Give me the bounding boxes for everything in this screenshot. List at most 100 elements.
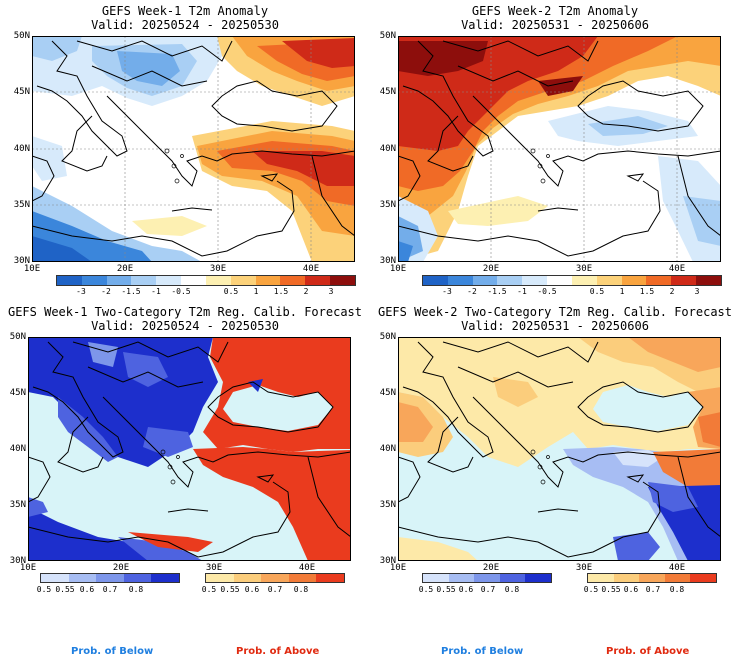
colorbar-tick: 0.5: [223, 287, 239, 296]
lon-label: 30E: [575, 563, 593, 573]
prob-above-label: Prob. of Above: [236, 646, 320, 657]
lat-label: 30N: [13, 256, 30, 266]
colorbar-tick: 0.55: [436, 585, 456, 594]
colorbar-tick: 1.5: [273, 287, 289, 296]
below-color-swatch: [68, 574, 97, 582]
colorbar-tick: -3: [442, 287, 452, 296]
colorbar-tick: -2: [101, 287, 111, 296]
anomaly-color-swatch: [522, 276, 548, 285]
colorbar-tick: 0.55: [55, 585, 75, 594]
colorbar-labels: -3 -2 -1.5 -1 -0.5 0.5 1 1.5 2 3: [422, 287, 722, 297]
anomaly-color-swatch: [81, 276, 107, 285]
colorbar-tick: 1: [619, 287, 625, 296]
below-color-swatch: [474, 574, 500, 582]
above-color-swatch: [664, 574, 691, 582]
below-color-swatch: [525, 574, 551, 582]
panel-valid-dates: Valid: 20250524 - 20250530: [91, 18, 279, 32]
colorbar-tick: -1.5: [121, 287, 141, 296]
above-colorbar: [587, 573, 717, 583]
colorbar-tick: 0.6: [79, 585, 95, 594]
anomaly-color-swatch: [131, 276, 157, 285]
below-colorbar-labels: 0.5 0.55 0.6 0.7 0.8: [37, 585, 180, 595]
colorbar-tick: -2: [467, 287, 477, 296]
above-color-swatch: [288, 574, 317, 582]
colorbar-tick: -1.5: [487, 287, 507, 296]
lat-label: 50N: [379, 332, 396, 342]
lon-label: 20E: [116, 264, 134, 274]
lon-label: 30E: [209, 264, 227, 274]
lon-label: 40E: [298, 563, 316, 573]
lat-label: 40N: [379, 444, 396, 454]
panel-week1-probability: GEFS Week-1 Two-Category T2m Reg. Calib.…: [0, 300, 370, 662]
lon-label: 10E: [19, 563, 37, 573]
anomaly-color-swatch: [621, 276, 647, 285]
colorbar-tick: 0.5: [583, 585, 599, 594]
anomaly-color-swatch: [696, 276, 721, 285]
lat-label: 35N: [13, 200, 30, 210]
anomaly-color-swatch: [230, 276, 256, 285]
below-color-swatch: [151, 574, 179, 582]
anomaly-color-swatch: [472, 276, 498, 285]
lat-label: 45N: [379, 87, 396, 97]
lon-label: 30E: [205, 563, 223, 573]
colorbar-tick: 0.8: [669, 585, 685, 594]
colorbar-tick: 0.6: [458, 585, 474, 594]
anomaly-color-swatch: [423, 276, 448, 285]
anomaly-color-swatch: [181, 276, 206, 285]
colorbar-tick: 0.5: [36, 585, 52, 594]
lat-label: 30N: [379, 256, 396, 266]
panel-title: GEFS Week-1 T2m Anomaly: [101, 4, 269, 18]
below-color-swatch: [123, 574, 152, 582]
lat-label: 50N: [9, 332, 26, 342]
above-color-swatch: [690, 574, 716, 582]
lat-label: 50N: [379, 31, 396, 41]
panel-week2-anomaly: GEFS Week-2 T2m Anomaly Valid: 20250531 …: [370, 0, 740, 300]
colorbar-tick: 1: [253, 287, 259, 296]
anomaly-color-swatch: [255, 276, 281, 285]
above-colorbar-labels: 0.5 0.55 0.6 0.7 0.8: [584, 585, 717, 595]
colorbar-tick: 0.5: [418, 585, 434, 594]
colorbar-tick: 0.7: [645, 585, 661, 594]
colorbar-tick: -0.5: [537, 287, 557, 296]
probability-map: [28, 337, 351, 561]
lat-label: 35N: [379, 200, 396, 210]
colorbar-labels: -3 -2 -1.5 -1 -0.5 0.5 1 1.5 2 3: [56, 287, 356, 297]
lat-label: 45N: [379, 388, 396, 398]
prob-below-label: Prob. of Below: [441, 646, 524, 657]
colorbar-tick: 0.5: [201, 585, 217, 594]
panel-title: GEFS Week-1 Two-Category T2m Reg. Calib.…: [7, 305, 362, 319]
colorbar-tick: 0.7: [102, 585, 118, 594]
colorbar-tick: 3: [328, 287, 334, 296]
lon-label: 20E: [482, 563, 500, 573]
colorbar-tick: 2: [669, 287, 675, 296]
anomaly-color-swatch: [305, 276, 331, 285]
lat-label: 35N: [379, 500, 396, 510]
colorbar-tick: 0.55: [220, 585, 240, 594]
lon-label: 10E: [389, 563, 407, 573]
panel-title: GEFS Week-2 Two-Category T2m Reg. Calib.…: [377, 305, 732, 319]
below-colorbar-labels: 0.5 0.55 0.6 0.7 0.8: [419, 585, 552, 595]
anomaly-map: [398, 36, 721, 262]
colorbar-tick: 0.6: [623, 585, 639, 594]
below-color-swatch: [96, 574, 124, 582]
lon-label: 40E: [302, 264, 320, 274]
colorbar-tick: 3: [694, 287, 700, 296]
anomaly-color-swatch: [106, 276, 132, 285]
colorbar-tick: 0.55: [601, 585, 621, 594]
below-color-swatch: [41, 574, 69, 582]
lon-label: 40E: [668, 264, 686, 274]
colorbar-tick: -3: [76, 287, 86, 296]
colorbar-tick: 1.5: [639, 287, 655, 296]
below-color-swatch: [423, 574, 449, 582]
anomaly-color-swatch: [671, 276, 697, 285]
anomaly-color-swatch: [596, 276, 622, 285]
colorbar-tick: -1: [517, 287, 527, 296]
above-color-swatch: [588, 574, 614, 582]
above-color-swatch: [613, 574, 640, 582]
colorbar-tick: 0.7: [267, 585, 283, 594]
colorbar-tick: 0.8: [293, 585, 309, 594]
lat-label: 45N: [9, 388, 26, 398]
lat-label: 40N: [13, 144, 30, 154]
below-color-swatch: [448, 574, 475, 582]
above-color-swatch: [233, 574, 262, 582]
